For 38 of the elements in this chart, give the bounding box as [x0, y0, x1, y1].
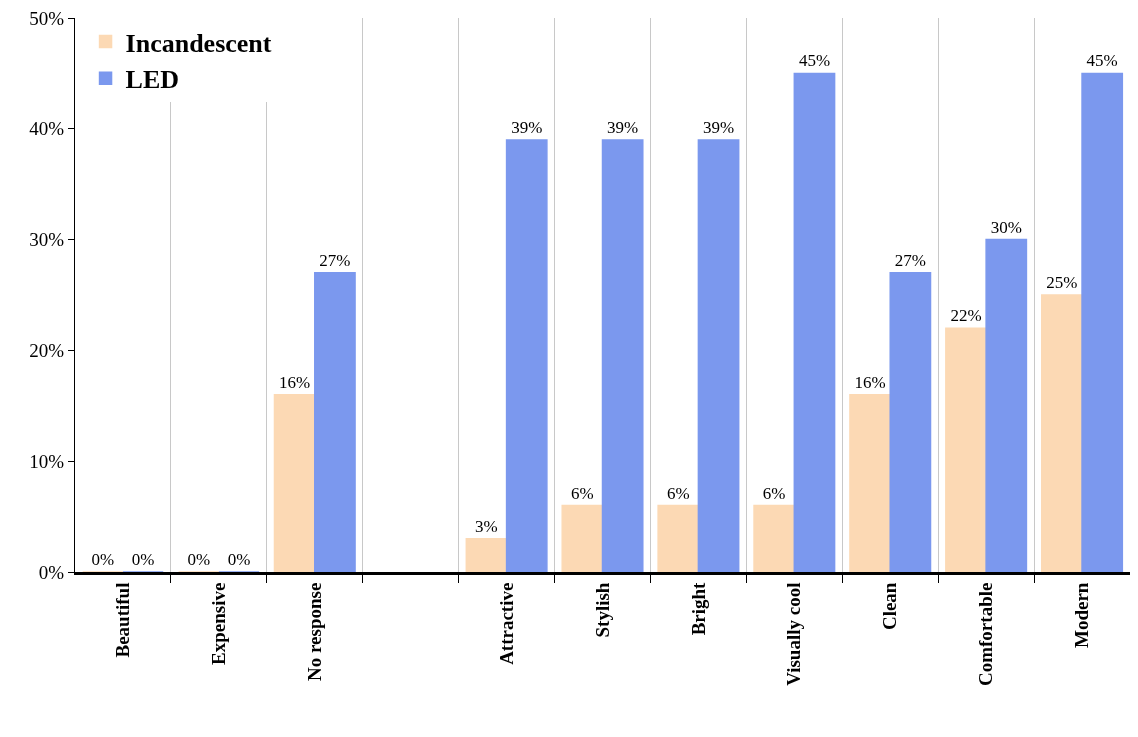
data-label: 30% — [990, 217, 1022, 237]
data-label: 6% — [762, 483, 786, 503]
legend-label: LED — [125, 65, 180, 95]
x-tick-label: Expensive — [208, 582, 230, 665]
data-label: 0% — [131, 550, 155, 569]
data-label: 45% — [1086, 51, 1118, 71]
x-tick-label: Attractive — [495, 582, 517, 665]
data-label: 16% — [854, 372, 886, 392]
x-tick-label: Visually cool — [783, 582, 805, 686]
data-label: 39% — [607, 117, 639, 137]
data-label: 27% — [894, 250, 926, 270]
x-tick-label: Comfortable — [975, 582, 997, 687]
data-label: 45% — [798, 51, 831, 71]
data-label: 0% — [187, 550, 211, 569]
data-label: 22% — [950, 306, 982, 326]
x-tick-label: Beautiful — [112, 582, 134, 658]
data-label: 6% — [571, 483, 594, 503]
data-label: 25% — [1046, 273, 1078, 292]
x-tick-label: Stylish — [591, 582, 613, 638]
data-label: 0% — [227, 550, 251, 569]
x-tick-label: Bright — [687, 581, 709, 636]
x-tick-label: Modern — [1071, 582, 1093, 649]
y-tick-label: 50% — [29, 7, 65, 29]
data-label: 16% — [279, 372, 311, 392]
data-label: 39% — [702, 117, 735, 137]
y-tick-label: 10% — [29, 450, 65, 472]
y-tick-label: 20% — [29, 340, 65, 362]
data-label: 3% — [475, 516, 498, 536]
data-label: 0% — [91, 550, 115, 569]
y-tick-label: 0% — [38, 561, 65, 583]
legend-label: Incandescent — [125, 28, 272, 58]
y-tick-label: 40% — [29, 118, 65, 140]
data-label: 6% — [666, 483, 690, 503]
x-tick-label: No response — [303, 582, 325, 681]
data-label: 27% — [319, 250, 351, 270]
data-label: 39% — [511, 117, 543, 137]
y-tick-label: 30% — [29, 229, 65, 251]
x-tick-label: Clean — [879, 582, 901, 631]
